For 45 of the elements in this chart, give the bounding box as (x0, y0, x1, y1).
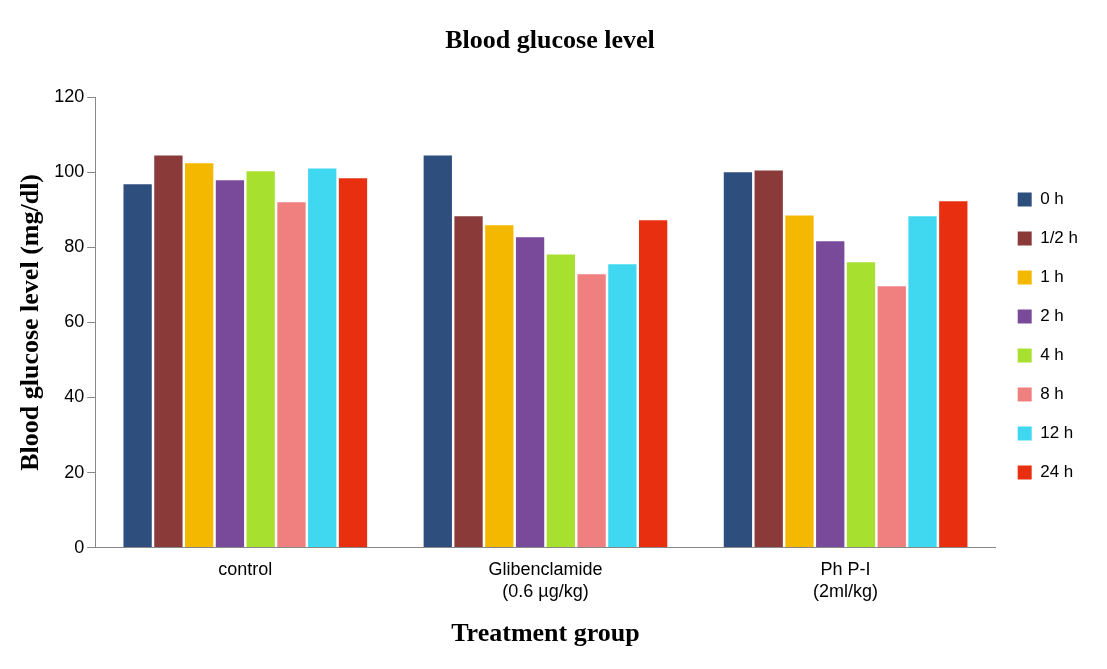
bar (723, 172, 753, 548)
x-axis-title: Treatment group (451, 618, 640, 648)
y-tick-label: 60 (64, 311, 85, 332)
bar (546, 254, 575, 548)
bar (515, 237, 545, 548)
y-tick-label: 80 (64, 236, 85, 257)
bar (338, 178, 368, 548)
legend-label: 1 h (1040, 267, 1064, 287)
y-tick-label: 40 (64, 386, 85, 407)
bar (215, 180, 245, 548)
bar (308, 168, 337, 548)
legend-label: 0 h (1040, 189, 1064, 209)
bar (423, 155, 452, 548)
y-tick-label: 20 (64, 461, 85, 482)
legend-label: 8 h (1040, 384, 1064, 404)
bar (908, 216, 937, 548)
legend-label: 4 h (1040, 345, 1064, 365)
y-tick-label: 100 (54, 161, 85, 182)
bar (454, 216, 483, 548)
bar (939, 201, 968, 548)
bar (877, 286, 906, 548)
bar (754, 170, 783, 548)
bar (485, 225, 514, 548)
bar (816, 241, 845, 548)
bar (577, 274, 606, 548)
y-axis-title: Blood glucose level (mg/dl) (15, 173, 45, 471)
legend-label: 24 h (1040, 462, 1074, 482)
legend-label: 12 h (1040, 423, 1074, 443)
y-tick-label: 0 (74, 536, 85, 557)
bar (154, 155, 183, 548)
x-tick-label: control (218, 559, 273, 580)
chart-title: Blood glucose level (445, 25, 655, 55)
bar (277, 202, 306, 548)
y-tick-label: 120 (54, 86, 85, 107)
bar (846, 262, 876, 548)
bar (638, 220, 668, 548)
bar (246, 171, 275, 548)
bar (123, 184, 152, 548)
bar (185, 163, 214, 548)
bar (608, 264, 637, 548)
legend-label: 1/2 h (1040, 228, 1078, 248)
legend-label: 2 h (1040, 306, 1064, 326)
x-tick-label: Ph P-I (2ml/kg) (813, 559, 879, 601)
x-tick-label: Glibenclamide (0.6 µg/kg) (488, 559, 603, 601)
bar (785, 215, 814, 548)
